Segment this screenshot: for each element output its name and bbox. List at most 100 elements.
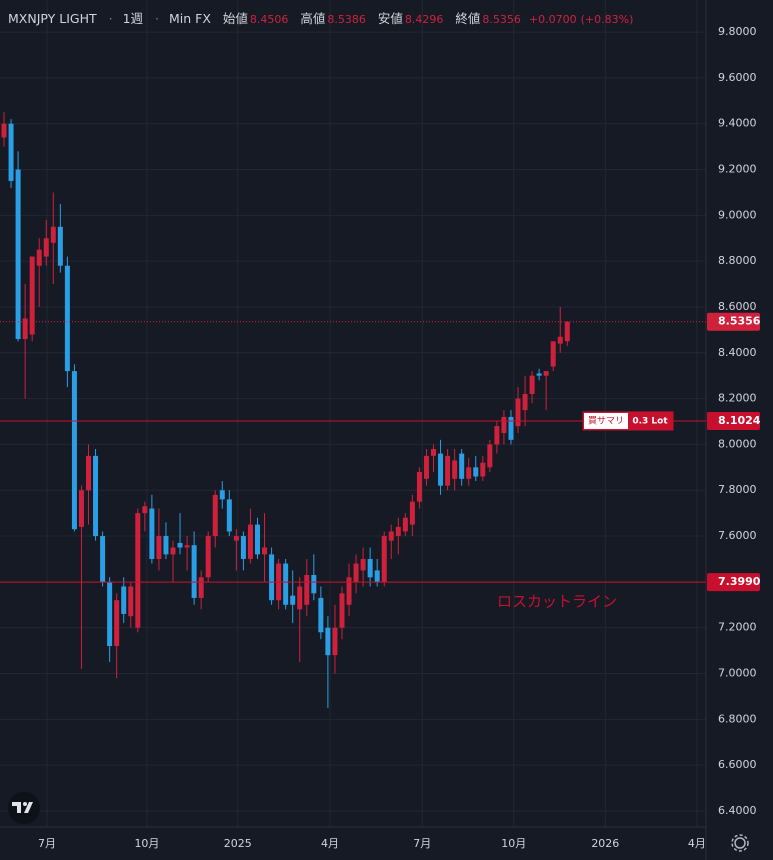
candle-body bbox=[262, 547, 268, 555]
stop-price-label: 7.3990 bbox=[718, 575, 761, 588]
last-price-label: 8.5356 bbox=[718, 315, 761, 328]
sep: · bbox=[108, 11, 113, 26]
candle-body bbox=[416, 471, 422, 502]
candle-body bbox=[212, 494, 218, 537]
candle-body bbox=[367, 558, 373, 578]
candle-body bbox=[57, 226, 63, 266]
candle-body bbox=[240, 536, 246, 559]
y-tick-label: 6.4000 bbox=[718, 804, 757, 817]
candle-body bbox=[156, 536, 162, 559]
position-qty: 0.3 Lot bbox=[632, 416, 668, 426]
candle-body bbox=[395, 526, 401, 537]
settings-icon[interactable] bbox=[731, 834, 749, 852]
candle-body bbox=[64, 265, 70, 372]
candle-body bbox=[522, 394, 528, 411]
candle-body bbox=[550, 341, 556, 367]
tv-logo bbox=[8, 792, 40, 824]
candle-body bbox=[515, 398, 521, 427]
y-tick-label: 6.8000 bbox=[718, 712, 757, 725]
low-value: 8.4296 bbox=[404, 13, 444, 26]
candle-body bbox=[22, 318, 28, 340]
last-price-tag bbox=[707, 312, 760, 331]
candle-body bbox=[557, 336, 563, 344]
y-tick-label: 9.8000 bbox=[718, 25, 757, 38]
candle-body bbox=[543, 371, 549, 376]
change: +0.0700 bbox=[528, 13, 577, 26]
candle-body bbox=[409, 501, 415, 525]
high-label: 高値 bbox=[300, 11, 326, 26]
candle-body bbox=[29, 256, 35, 335]
candle-body bbox=[36, 249, 42, 266]
header: MXNJPY LIGHT · 1週 · Min FX 始値 8.4506 高値 8.… bbox=[8, 8, 641, 27]
candle-body bbox=[149, 508, 155, 559]
candle-body bbox=[494, 426, 500, 445]
stop-line-text: ロスカットライン bbox=[497, 593, 617, 611]
y-tick-label: 9.2000 bbox=[718, 163, 757, 176]
y-tick-label: 8.2000 bbox=[718, 392, 757, 405]
candle-body bbox=[283, 563, 289, 605]
position-tag: 買サマリ bbox=[588, 415, 624, 426]
candle-body bbox=[297, 586, 303, 610]
y-tick-label: 8.8000 bbox=[718, 254, 757, 267]
candle-body bbox=[452, 460, 458, 479]
candle-body bbox=[360, 558, 366, 571]
candle-body bbox=[135, 513, 141, 628]
low-label: 安値 bbox=[377, 11, 403, 26]
candle-body bbox=[304, 575, 310, 605]
sep: · bbox=[155, 11, 160, 26]
candle-body bbox=[254, 524, 260, 555]
x-tick-label: 2025 bbox=[224, 837, 252, 850]
y-tick-label: 8.6000 bbox=[718, 300, 757, 313]
candle-body bbox=[332, 627, 338, 656]
candle-body bbox=[459, 453, 465, 479]
y-tick-label: 7.0000 bbox=[718, 667, 757, 680]
candle-body bbox=[501, 416, 507, 433]
candle-body bbox=[388, 531, 394, 541]
open-value: 8.4506 bbox=[249, 13, 289, 26]
candle-body bbox=[318, 597, 324, 633]
candle-body bbox=[128, 586, 134, 617]
y-tick-label: 6.6000 bbox=[718, 758, 757, 771]
change-pct: (+0.83%) bbox=[580, 13, 634, 26]
candle-body bbox=[15, 169, 21, 340]
y-tick-label: 7.6000 bbox=[718, 529, 757, 542]
candle-body bbox=[339, 593, 345, 628]
candle-body bbox=[93, 455, 99, 537]
x-tick-label: 10月 bbox=[501, 837, 526, 850]
close-label: 終値 bbox=[455, 11, 481, 26]
candle-body bbox=[191, 545, 197, 598]
candle-body bbox=[205, 536, 211, 578]
candle-body bbox=[374, 570, 380, 582]
y-tick-label: 8.0000 bbox=[718, 437, 757, 450]
candle-body bbox=[226, 499, 232, 532]
y-tick-label: 8.4000 bbox=[718, 346, 757, 359]
candle-body bbox=[353, 563, 359, 582]
candle-body bbox=[438, 453, 444, 486]
candle-body bbox=[381, 536, 387, 582]
candle-body bbox=[142, 506, 148, 514]
candle-body bbox=[50, 226, 56, 243]
candle-body bbox=[184, 545, 190, 548]
candle-body bbox=[346, 577, 352, 605]
candle-body bbox=[564, 321, 570, 342]
candle-body bbox=[177, 542, 183, 548]
symbol: MXNJPY LIGHT bbox=[8, 11, 97, 26]
candle-body bbox=[114, 600, 120, 647]
x-tick-label: 2026 bbox=[591, 837, 619, 850]
x-tick-label: 7月 bbox=[38, 837, 56, 850]
candle-body bbox=[247, 524, 253, 559]
candle-body bbox=[8, 123, 14, 181]
candle-body bbox=[219, 490, 225, 500]
candle-body bbox=[431, 449, 437, 456]
x-tick-label: 10月 bbox=[134, 837, 159, 850]
candle-body bbox=[480, 462, 486, 477]
candle-body bbox=[529, 375, 535, 395]
x-tick-label: 7月 bbox=[413, 837, 431, 850]
candle-body bbox=[43, 238, 49, 257]
y-tick-label: 9.0000 bbox=[718, 208, 757, 221]
candle-body bbox=[466, 467, 472, 479]
candle-body bbox=[290, 595, 296, 605]
candle-body bbox=[325, 627, 331, 656]
candle-body bbox=[170, 547, 176, 555]
